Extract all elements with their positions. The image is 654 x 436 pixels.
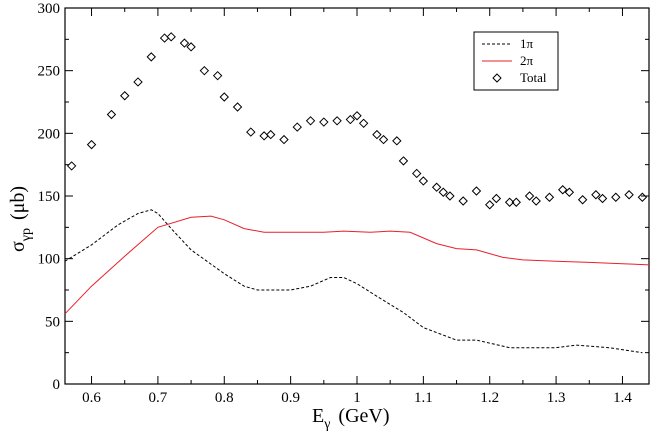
total-point: [412, 168, 422, 179]
total-point: [458, 196, 468, 206]
total-point: [531, 196, 541, 206]
y-tick-label: 150: [38, 189, 61, 205]
total-point: [66, 161, 77, 171]
total-point: [345, 114, 356, 125]
total-point: [266, 129, 276, 140]
series-2pi-line: [64, 215, 650, 315]
y-tick-label: 250: [38, 64, 61, 80]
series-layer: [64, 32, 650, 354]
total-point: [166, 32, 176, 42]
total-point: [471, 186, 482, 196]
x-tick-label: 1.4: [613, 390, 632, 406]
total-point: [524, 191, 535, 201]
total-point: [179, 38, 190, 48]
total-point: [372, 129, 382, 140]
total-point: [378, 134, 389, 145]
total-point: [597, 193, 608, 204]
total-point: [558, 185, 568, 195]
x-tick-label: 1.2: [480, 390, 499, 406]
legend: 1π 2π Total: [473, 31, 559, 91]
x-tick-label: 1.3: [547, 390, 566, 406]
x-tick-label: 1: [353, 390, 361, 406]
y-tick-label: 100: [38, 252, 61, 268]
total-point: [232, 102, 243, 112]
x-axis-label: Eγ (GeV): [312, 405, 390, 432]
total-point: [564, 187, 575, 197]
total-point: [358, 118, 369, 129]
y-axis-label: σγp(μb): [7, 186, 34, 252]
total-point: [491, 193, 502, 204]
legend-label-2pi: 2π: [520, 53, 534, 68]
total-point: [319, 117, 329, 127]
total-point: [199, 65, 210, 76]
total-point: [418, 176, 429, 186]
total-point: [186, 42, 196, 52]
total-point: [637, 192, 648, 202]
total-point: [445, 191, 455, 201]
total-point: [259, 131, 269, 141]
x-tick-label: 0.9: [281, 390, 300, 406]
x-tick-label: 1.1: [414, 390, 433, 406]
total-point: [544, 192, 555, 202]
total-point: [159, 33, 170, 43]
y-tick-label: 300: [38, 1, 61, 17]
total-point: [392, 136, 402, 146]
legend-label-total: Total: [520, 70, 547, 85]
total-point: [504, 197, 515, 207]
plot-area: 0.6 0.7 0.8 0.9 1 1.1 1.2 1.3 1.4 0 50 100 150 200 25…: [38, 1, 650, 406]
total-point: [431, 182, 442, 192]
total-point: [212, 70, 223, 81]
total-point: [292, 122, 302, 132]
legend-swatch-total: [492, 73, 502, 83]
x-axis-ticks: 0.6 0.7 0.8 0.9 1 1.1 1.2 1.3 1.4: [82, 8, 632, 406]
total-point: [577, 195, 588, 205]
y-tick-label: 200: [38, 126, 61, 142]
x-tick-label: 0.7: [149, 390, 168, 406]
total-point: [146, 52, 156, 62]
total-point: [332, 116, 342, 126]
total-point: [279, 134, 289, 145]
total-point: [219, 92, 229, 102]
x-tick-label: 0.6: [82, 390, 101, 406]
total-point: [624, 190, 634, 200]
legend-label-1pi: 1π: [520, 36, 534, 51]
total-point: [438, 187, 448, 197]
plot-frame: [64, 7, 650, 385]
total-point: [591, 190, 601, 200]
total-point: [133, 77, 143, 87]
y-tick-label: 50: [45, 314, 60, 330]
total-point: [511, 197, 521, 207]
series-1pi-line: [64, 209, 643, 354]
total-point: [352, 111, 362, 121]
y-tick-label: 0: [53, 377, 61, 393]
total-point: [485, 200, 495, 210]
total-point: [246, 127, 256, 137]
total-point: [611, 192, 621, 202]
x-tick-label: 0.8: [215, 390, 234, 406]
total-point: [86, 139, 97, 150]
total-point: [398, 156, 409, 166]
total-point: [120, 91, 130, 101]
total-point: [106, 109, 117, 120]
legend-box: [473, 31, 559, 91]
total-point: [305, 116, 316, 126]
